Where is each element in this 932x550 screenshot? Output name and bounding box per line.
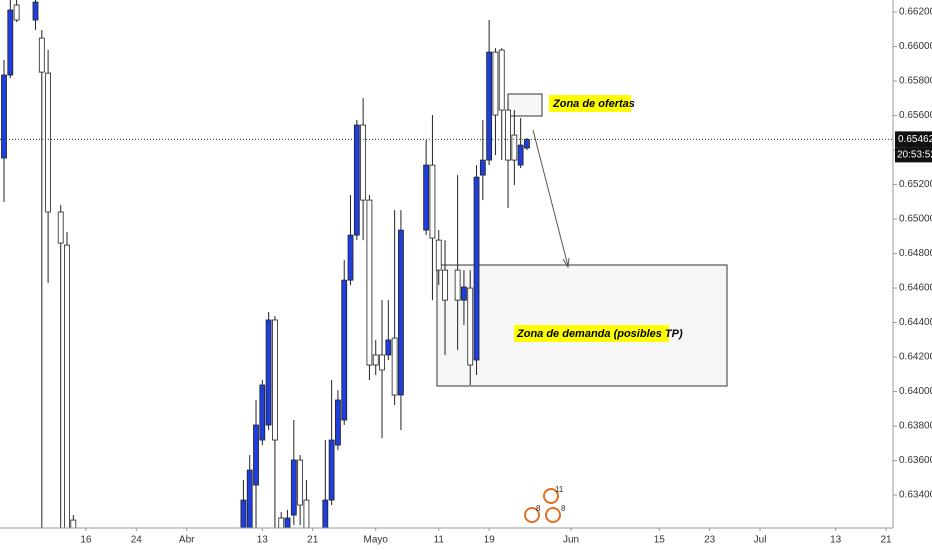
- x-tick-label: Mayo: [364, 535, 389, 546]
- candle-body: [498, 49, 505, 111]
- candle-body: [423, 164, 430, 231]
- candle-body: [391, 337, 398, 396]
- y-tick-label: 0.64600: [899, 283, 932, 294]
- candle-body: [435, 239, 442, 271]
- annotation: Zona de ofertas: [552, 98, 635, 110]
- candle-body: [442, 269, 448, 301]
- event-icons: 11 8 8: [524, 485, 566, 523]
- y-tick-label: 0.66000: [899, 41, 932, 52]
- candle-body: [524, 138, 530, 149]
- candle-body: [461, 286, 467, 301]
- x-tick-label: Jun: [563, 535, 579, 546]
- x-tick-label: 21: [881, 535, 893, 546]
- y-tick-label: 0.63600: [899, 455, 932, 466]
- candle-body: [385, 339, 392, 356]
- candle-body: [278, 517, 285, 529]
- annotation-bg: [514, 325, 669, 342]
- candle-body: [45, 72, 52, 213]
- candles: [1, 0, 530, 529]
- event-icon: [524, 507, 540, 523]
- candle-body: [492, 51, 499, 116]
- event-count: 8: [536, 504, 541, 513]
- y-tick-label: 0.63800: [899, 421, 932, 432]
- event-count: 11: [555, 485, 564, 494]
- candle-body: [454, 269, 461, 301]
- candle-body: [486, 51, 493, 161]
- candle-body: [328, 439, 335, 501]
- x-tick-label: 13: [830, 535, 842, 546]
- candle-body: [517, 144, 524, 166]
- y-tick-label: 0.65800: [899, 76, 932, 87]
- x-tick-label: 13: [257, 535, 269, 546]
- candle-body: [353, 124, 360, 236]
- candle-body: [13, 4, 20, 21]
- supply-zone: [507, 93, 543, 117]
- candle-body: [284, 517, 291, 529]
- candle-body: [272, 319, 278, 441]
- candle-body: [70, 519, 77, 529]
- candle-body: [32, 1, 39, 21]
- countdown-tag: [895, 147, 932, 163]
- arrow-head: [562, 257, 570, 269]
- candle-body: [372, 354, 379, 366]
- y-tick-label: 0.64000: [899, 386, 932, 397]
- candle-body: [360, 124, 367, 201]
- event-icon: [545, 507, 561, 523]
- candle-body: [467, 287, 474, 366]
- x-tick-label: 19: [484, 535, 496, 546]
- y-tick-label: 0.66200: [899, 7, 932, 18]
- y-tick-label: 0.64200: [899, 352, 932, 363]
- last-price-label: 0.65462: [898, 134, 932, 145]
- candle-body: [479, 159, 486, 176]
- candle-body: [7, 9, 14, 76]
- candle-body: [64, 244, 70, 529]
- countdown-label: 20:53:52: [897, 150, 932, 161]
- candle-body: [240, 499, 247, 529]
- candle-body: [265, 319, 272, 426]
- arrow: [532, 129, 569, 267]
- candle-body: [253, 424, 259, 486]
- x-tick-label: 21: [307, 535, 319, 546]
- x-tick-label: 15: [654, 535, 666, 546]
- candle-body: [341, 279, 348, 421]
- candle-body: [246, 469, 253, 529]
- x-tick-label: 23: [704, 535, 716, 546]
- annotation-bg: [549, 95, 631, 112]
- annotation: Zona de demanda (posibles TP): [516, 328, 683, 340]
- y-tick-label: 0.64800: [899, 248, 932, 259]
- candle-body: [511, 134, 518, 161]
- y-tick-label: 0.65000: [899, 214, 932, 225]
- x-tick-label: 24: [131, 535, 143, 546]
- candle-body: [303, 499, 310, 529]
- candle-body: [297, 459, 304, 506]
- event-count: 8: [561, 504, 566, 513]
- y-tick-label: 0.65200: [899, 179, 932, 190]
- candle-body: [322, 499, 329, 529]
- event-icon: [543, 488, 559, 504]
- candle-body: [379, 354, 385, 371]
- x-tick-label: Jul: [754, 535, 767, 546]
- candle-body: [347, 234, 354, 281]
- candle-body: [38, 37, 45, 73]
- x-tick-label: 16: [80, 535, 92, 546]
- candle-body: [429, 164, 436, 239]
- candle-body: [335, 399, 341, 446]
- y-tick-label: 0.63400: [899, 490, 932, 501]
- x-tick-label: 11: [434, 535, 445, 546]
- last-price-tag: [895, 131, 932, 148]
- candle-body: [505, 109, 511, 161]
- x-tick-label: Abr: [179, 535, 195, 546]
- y-tick-label: 0.65600: [899, 110, 932, 121]
- candle-body: [290, 459, 297, 516]
- candle-body: [57, 211, 64, 244]
- candle-body: [366, 199, 373, 366]
- candle-body: [1, 74, 7, 159]
- candle-body: [259, 384, 266, 441]
- candle-body: [398, 229, 404, 396]
- y-tick-label: 0.64400: [899, 317, 932, 328]
- candle-body: [473, 176, 480, 361]
